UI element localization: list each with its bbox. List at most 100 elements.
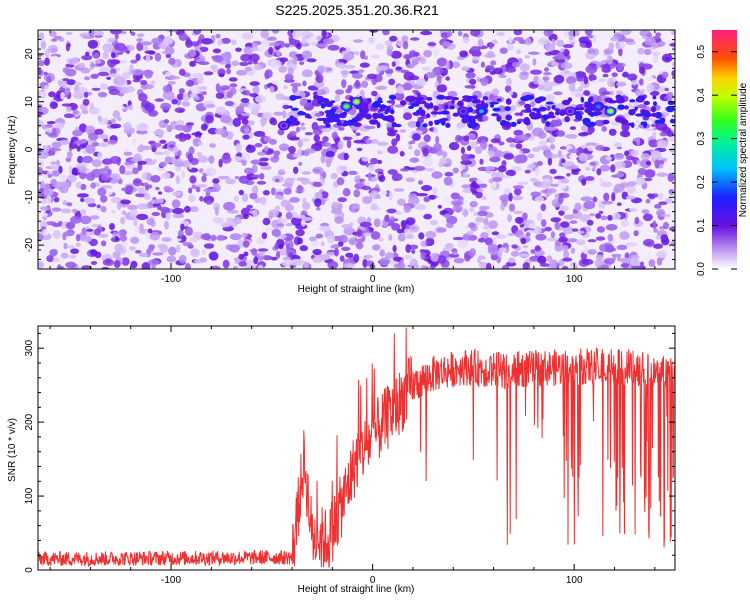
spectrogram-cell — [298, 161, 303, 166]
spectrogram-cell — [50, 163, 59, 172]
spectrogram-cell — [544, 150, 553, 159]
spectrogram-cell — [463, 172, 468, 179]
spectrogram-cell — [625, 155, 635, 161]
spectrogram-cell — [181, 170, 186, 179]
spectrogram-cell — [403, 204, 411, 213]
spectrogram-cell — [588, 74, 597, 82]
spectrogram-cell — [508, 36, 513, 44]
spectrogram-cell — [664, 56, 670, 61]
spectrogram-cell — [97, 168, 107, 173]
spectrogram-cell — [256, 180, 267, 185]
spectrogram-cell — [354, 79, 361, 88]
spectrogram-cell — [189, 60, 197, 67]
spectrogram-cell — [486, 50, 495, 57]
spectrogram-cell — [375, 85, 388, 91]
spectrogram-cell — [57, 266, 65, 269]
spectrogram-cell — [418, 180, 423, 185]
spectrogram-cell — [271, 228, 281, 237]
spectrogram-cell — [51, 170, 60, 177]
spectrogram-cell — [200, 123, 208, 131]
spectrogram-cell — [183, 205, 191, 213]
spectrogram-cell — [646, 83, 655, 93]
spectrogram-cell — [387, 145, 399, 154]
snr-x-label: Height of straight line (km) — [298, 584, 415, 595]
spectrogram-cell — [370, 231, 381, 240]
spectrogram-cell — [215, 83, 221, 93]
spectrogram-cell — [460, 146, 466, 155]
spectrogram-cell — [578, 132, 589, 137]
spectrogram-cell — [314, 198, 322, 208]
spectrogram-cell — [587, 239, 597, 243]
spectrogram-cell — [539, 263, 550, 267]
spectrogram-cell — [277, 128, 285, 136]
spectrogram-cell — [642, 238, 655, 247]
spectrogram-cell — [416, 109, 425, 114]
spectrogram-cell — [439, 157, 448, 165]
spectrogram-cell — [642, 213, 653, 222]
spectrogram-cell — [615, 90, 624, 95]
spectrogram-cell — [330, 208, 343, 215]
spectrogram-cell — [79, 32, 92, 38]
spectrogram-cell — [330, 172, 338, 180]
spectrogram-cell — [38, 60, 46, 67]
spectrogram-cell — [84, 76, 91, 81]
spectrogram-cell — [72, 110, 79, 115]
spectrogram-cell — [392, 245, 397, 253]
spectrogram-cell — [537, 78, 542, 86]
spectrogram-cell — [363, 254, 373, 259]
spectrogram-cell — [581, 188, 592, 193]
spectrogram-cell — [217, 175, 230, 180]
spectrogram-cell — [561, 162, 574, 167]
spectrogram-cell — [585, 176, 595, 181]
spectrogram-cell — [488, 220, 498, 229]
spectrogram-cell — [657, 41, 666, 47]
spectrogram-cell — [148, 259, 160, 266]
spectrogram-cell — [67, 245, 75, 249]
spectrogram-cell — [582, 121, 592, 126]
spectrogram-cell — [468, 222, 476, 229]
spectrogram-cell — [47, 173, 53, 178]
spectrogram-cell — [408, 196, 420, 205]
snr-y-label: SNR (10 * v/v) — [7, 418, 18, 482]
spectrogram-cell — [544, 67, 549, 72]
spectrogram-cell — [361, 185, 372, 191]
spectrogram-cell — [244, 126, 250, 134]
spectrogram-cell — [315, 43, 327, 48]
spectrogram-cell — [120, 199, 131, 205]
spectrogram-cell — [263, 111, 273, 119]
spectrogram-cell — [486, 262, 492, 269]
spectrogram-cell — [516, 49, 521, 55]
spectrogram-cell — [53, 197, 60, 203]
spectrogram-cell — [599, 164, 611, 172]
spectrogram-cell — [371, 101, 381, 108]
spectrogram-cell — [411, 249, 416, 254]
spectrogram-cell — [475, 179, 482, 185]
spectrogram-cell — [575, 239, 586, 246]
spectrogram-cell — [154, 98, 165, 102]
spectrogram-cell — [513, 30, 523, 36]
spectrogram-cell — [355, 132, 361, 136]
spectrogram-cell — [341, 79, 347, 89]
spectrogram-cell — [253, 256, 259, 265]
spectrogram-cell — [114, 243, 123, 253]
spectrogram-cell — [583, 76, 589, 85]
spectrogram-cell — [247, 103, 258, 110]
spectrogram-cell — [517, 181, 529, 185]
spectrogram-cell — [53, 35, 62, 40]
spectrogram-cell — [225, 217, 235, 223]
spectrogram-cell — [109, 156, 121, 164]
spectrogram-cell — [44, 57, 50, 66]
spectrogram-cell — [100, 240, 107, 247]
spectrogram-cell — [420, 30, 433, 36]
spectrogram-cell — [38, 69, 42, 75]
spectrogram-cell — [260, 165, 272, 170]
spectrogram-cell — [175, 124, 186, 131]
spectrogram-cell — [227, 209, 239, 214]
spectrogram-cell — [149, 231, 160, 241]
spectrogram-cell — [415, 121, 421, 128]
spectrogram-cell — [276, 50, 282, 56]
spectrogram-cell — [517, 57, 523, 65]
spectrogram-cell — [371, 90, 378, 97]
spectrogram-cell — [188, 194, 196, 202]
spectrogram-cell — [216, 234, 226, 241]
